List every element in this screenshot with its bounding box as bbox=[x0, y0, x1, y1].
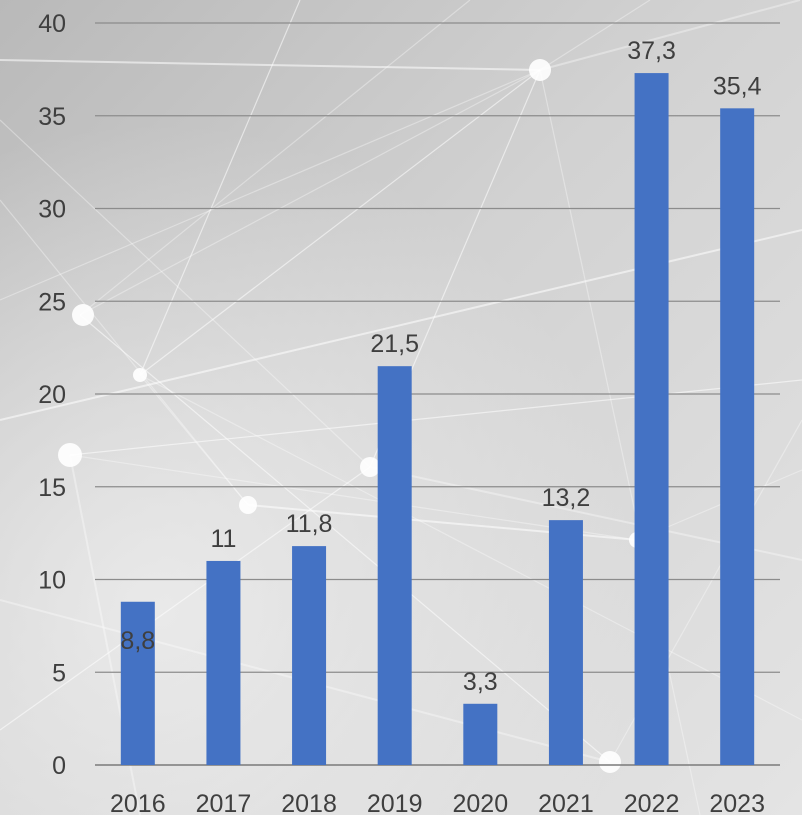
network-line bbox=[539, 0, 801, 71]
data-labels: 8,8 11 11,8 21,5 3,3 13,2 37,3 35,4 bbox=[120, 37, 761, 696]
x-tick-label: 2017 bbox=[196, 790, 252, 815]
network-node bbox=[58, 443, 82, 467]
x-tick-label: 2021 bbox=[538, 790, 594, 815]
bar-2023 bbox=[720, 108, 755, 765]
y-tick-label: 25 bbox=[38, 288, 66, 316]
data-label-2017: 11 bbox=[210, 525, 236, 553]
bar-2022 bbox=[634, 73, 669, 765]
data-label-2018: 11,8 bbox=[286, 510, 333, 538]
network-line bbox=[139, 374, 802, 721]
x-tick-label: 2016 bbox=[110, 790, 166, 815]
y-tick-label: 10 bbox=[38, 567, 66, 595]
network-node bbox=[72, 304, 94, 326]
data-label-2016: 8,8 bbox=[120, 627, 155, 655]
network-line bbox=[79, 314, 611, 763]
y-tick-label: 0 bbox=[52, 752, 66, 780]
data-label-2019: 21,5 bbox=[370, 330, 419, 358]
network-line bbox=[0, 119, 371, 468]
x-tick-label: 2023 bbox=[709, 790, 765, 815]
network-node bbox=[529, 59, 551, 81]
network-line bbox=[539, 69, 701, 815]
network-line bbox=[79, 69, 541, 316]
network-line bbox=[69, 454, 638, 541]
x-tick-label: 2019 bbox=[367, 790, 423, 815]
y-tick-label: 5 bbox=[52, 659, 66, 687]
x-tick-label: 2020 bbox=[453, 790, 509, 815]
network-node bbox=[360, 457, 380, 477]
data-label-2023: 35,4 bbox=[713, 72, 762, 100]
bar-2018 bbox=[292, 546, 327, 765]
bar-2021 bbox=[548, 520, 583, 765]
network-line bbox=[0, 466, 371, 731]
y-tick-label: 15 bbox=[38, 474, 66, 502]
network-line bbox=[139, 374, 249, 506]
network-line bbox=[0, 69, 541, 301]
network-line bbox=[0, 59, 541, 71]
network-node bbox=[599, 751, 621, 773]
data-label-2021: 13,2 bbox=[542, 484, 591, 512]
x-axis-category-labels: 2016 2017 2018 2019 2020 2021 2022 2023 bbox=[110, 790, 765, 815]
bar-2020 bbox=[463, 703, 498, 765]
network-line bbox=[79, 0, 471, 316]
bar-2019 bbox=[377, 366, 412, 765]
data-label-2020: 3,3 bbox=[463, 668, 498, 696]
bar-2017 bbox=[206, 560, 241, 765]
network-line bbox=[139, 69, 541, 376]
network-node bbox=[239, 496, 257, 514]
network-line bbox=[539, 0, 651, 71]
y-tick-label: 40 bbox=[38, 10, 66, 38]
data-label-2022: 37,3 bbox=[627, 37, 676, 65]
y-axis-tick-labels: 0 5 10 15 20 25 30 35 40 bbox=[38, 10, 66, 780]
y-tick-label: 20 bbox=[38, 381, 66, 409]
network-node bbox=[133, 368, 147, 382]
x-tick-label: 2018 bbox=[281, 790, 337, 815]
network-line bbox=[69, 379, 802, 456]
y-tick-label: 30 bbox=[38, 196, 66, 224]
bar-2016 bbox=[120, 601, 155, 765]
y-tick-label: 35 bbox=[38, 103, 66, 131]
bars bbox=[120, 73, 755, 765]
network-line bbox=[139, 0, 301, 376]
x-tick-label: 2022 bbox=[624, 790, 680, 815]
